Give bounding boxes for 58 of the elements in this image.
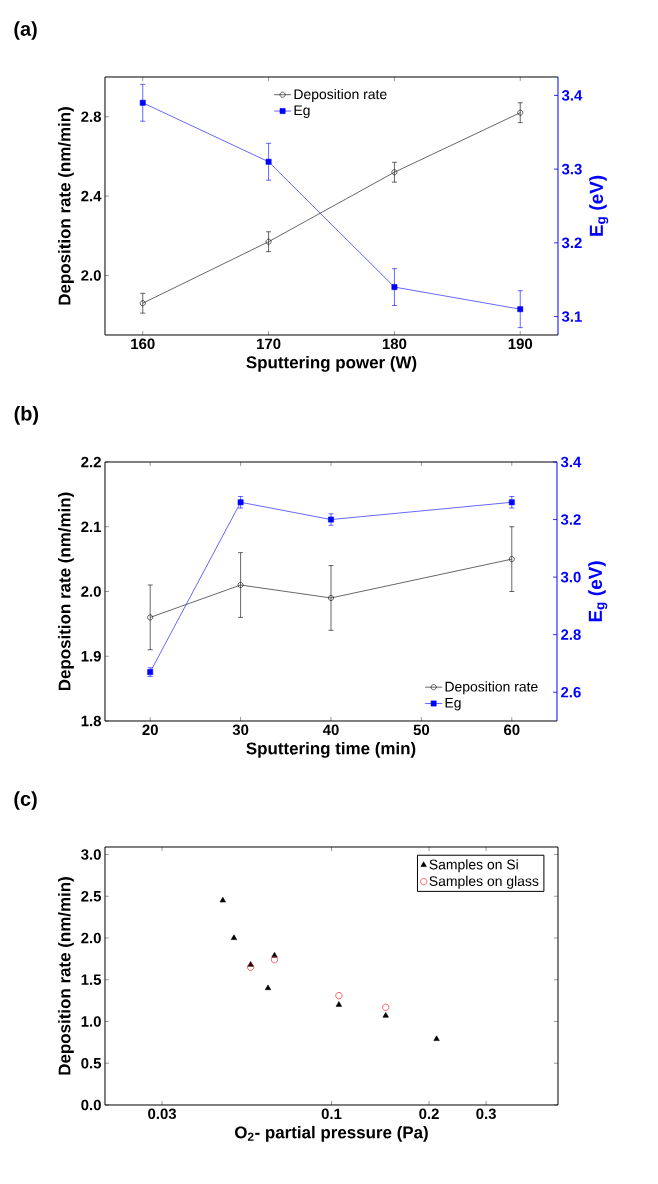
text: (c) xyxy=(14,791,37,810)
x-tick-label: 0.03 xyxy=(148,1108,177,1120)
y2-tick-label: 3.4 xyxy=(560,456,582,468)
y2-tick-label: 3.1 xyxy=(561,311,582,322)
y2-tick-label: 2.8 xyxy=(561,629,581,640)
x-tick-label: 160 xyxy=(131,338,155,350)
y-tick-label: 2.4 xyxy=(81,190,102,202)
x-tick-label: 180 xyxy=(382,338,407,350)
point xyxy=(139,99,146,106)
legend-label: Deposition rate xyxy=(445,681,538,695)
x-tick-label: 0.3 xyxy=(476,1108,496,1120)
text: (a) xyxy=(14,21,37,40)
y2-axis-title: E$_{g}$ (eV) xyxy=(588,561,608,622)
y-tick-label: 1.5 xyxy=(81,974,102,985)
x-tick-label: 0.1 xyxy=(321,1108,342,1120)
y-tick-label: 2.0 xyxy=(81,586,101,597)
y-tick-label: 2.8 xyxy=(81,111,102,122)
x-axis-title: Sputtering time (min) xyxy=(246,741,416,758)
y-tick-label: 2.1 xyxy=(81,521,102,532)
x-tick-label: 190 xyxy=(508,338,533,350)
y-tick-label: 0.0 xyxy=(81,1099,101,1111)
y-tick-label: 2.0 xyxy=(81,270,101,281)
point xyxy=(517,306,524,313)
y2-tick-label: 3.0 xyxy=(560,571,581,583)
x-tick-label: 50 xyxy=(413,724,430,736)
legend-label: Deposition rate xyxy=(294,88,387,102)
point xyxy=(265,158,272,165)
y2-tick-label: 3.2 xyxy=(560,514,581,525)
y-tick-label: 1.9 xyxy=(81,650,101,662)
y-axis-title: Deposition rate (nm/min) xyxy=(58,492,74,691)
legend-label: Eg xyxy=(445,697,461,711)
y-tick-label: 3.0 xyxy=(81,849,101,860)
y-axis-title: Deposition rate (nm/min) xyxy=(58,107,74,305)
legend-label: Samples on glass xyxy=(429,875,539,889)
x-tick-label: 170 xyxy=(257,338,281,350)
text: (b) xyxy=(14,406,39,425)
legend-label: Eg xyxy=(294,105,310,118)
y-tick-label: 2.2 xyxy=(81,456,101,468)
x-tick-label: 30 xyxy=(232,724,249,736)
x-axis-title: Sputtering power (W) xyxy=(246,355,417,372)
x-tick-label: 40 xyxy=(322,724,339,736)
x-tick-label: 0.2 xyxy=(419,1108,439,1120)
y2-tick-label: 3.2 xyxy=(561,237,582,249)
y-tick-label: 0.5 xyxy=(81,1057,102,1069)
y-tick-label: 2.0 xyxy=(81,932,101,944)
x-axis-title: O$_{2}$- partial pressure (Pa) xyxy=(234,1125,428,1142)
y-tick-label: 2.5 xyxy=(81,890,102,902)
legend-label: Samples on Si xyxy=(429,859,518,873)
y-tick-label: 1.0 xyxy=(81,1016,101,1027)
y2-tick-label: 2.6 xyxy=(561,686,581,698)
y2-tick-label: 3.4 xyxy=(561,90,583,101)
y2-axis-title: E$_{g}$ (eV) xyxy=(589,175,609,236)
y-tick-label: 1.8 xyxy=(81,715,102,727)
y-axis-title: Deposition rate (nm/min) xyxy=(58,877,74,1075)
x-tick-label: 20 xyxy=(142,724,158,736)
y2-tick-label: 3.3 xyxy=(561,163,582,175)
point xyxy=(391,284,398,290)
x-tick-label: 60 xyxy=(504,724,520,736)
